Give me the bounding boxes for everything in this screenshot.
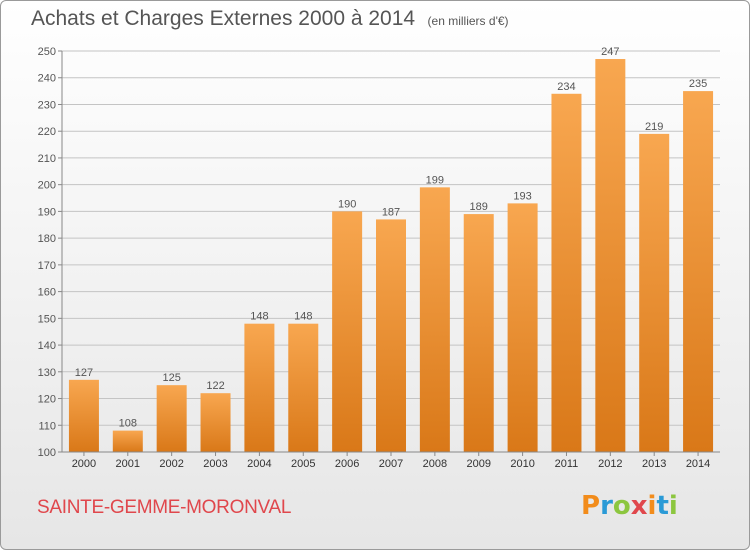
data-label: 190 bbox=[338, 198, 356, 210]
x-tick-label: 2007 bbox=[379, 458, 403, 470]
x-tick-label: 2006 bbox=[335, 458, 359, 470]
bar bbox=[200, 393, 231, 452]
x-tick-label: 2003 bbox=[203, 458, 227, 470]
x-tick-label: 2000 bbox=[72, 458, 96, 470]
axes bbox=[61, 51, 720, 453]
x-tick-label: 2012 bbox=[598, 458, 622, 470]
x-tick-label: 2009 bbox=[466, 458, 490, 470]
y-tick-label: 120 bbox=[38, 394, 56, 406]
bar bbox=[156, 385, 187, 452]
data-label: 193 bbox=[513, 190, 531, 202]
x-tick-label: 2013 bbox=[642, 458, 666, 470]
bar bbox=[244, 323, 275, 452]
bar bbox=[288, 323, 319, 452]
x-axis-ticks: 2000 2001 2002 2003 2004 2005 2006 2007 2008 2009… bbox=[72, 452, 710, 470]
logo-letter: P bbox=[581, 491, 601, 521]
bar bbox=[639, 133, 670, 452]
x-tick-label: 2001 bbox=[116, 458, 140, 470]
bar bbox=[683, 91, 714, 452]
data-label: 108 bbox=[119, 418, 137, 430]
bar bbox=[112, 430, 143, 452]
chart-title: Achats et Charges Externes 2000 à 2014 bbox=[31, 7, 416, 30]
y-tick-label: 190 bbox=[38, 206, 56, 218]
logo-letter: o bbox=[612, 491, 631, 521]
y-tick-label: 240 bbox=[38, 73, 56, 85]
bar bbox=[68, 379, 99, 452]
y-tick-label: 110 bbox=[38, 420, 56, 432]
data-label: 235 bbox=[689, 78, 707, 90]
logo-letter: x bbox=[630, 491, 648, 521]
x-tick-label: 2002 bbox=[159, 458, 183, 470]
y-tick-label: 160 bbox=[38, 287, 56, 299]
data-label: 148 bbox=[250, 311, 268, 323]
x-tick-label: 2011 bbox=[555, 458, 579, 470]
chart-unit: (en milliers d'€) bbox=[427, 14, 509, 28]
y-axis-ticks: 100 110 120 130 140 150 160 170 180 190 200 210 220 2… bbox=[38, 46, 62, 459]
bar bbox=[507, 203, 538, 452]
data-label: 148 bbox=[294, 311, 312, 323]
value-labels: 127 108 125 122 148 148 190 187 199 189 193 234 247 2… bbox=[75, 46, 707, 430]
logo-letter: r bbox=[600, 491, 613, 521]
x-tick-label: 2010 bbox=[510, 458, 534, 470]
x-tick-label: 2005 bbox=[291, 458, 315, 470]
bar bbox=[551, 93, 582, 453]
data-label: 234 bbox=[557, 81, 575, 93]
y-tick-label: 230 bbox=[38, 99, 56, 111]
x-tick-label: 2014 bbox=[686, 458, 710, 470]
y-tick-label: 170 bbox=[38, 260, 56, 272]
bar bbox=[419, 187, 450, 452]
x-tick-label: 2008 bbox=[423, 458, 447, 470]
y-tick-label: 210 bbox=[38, 153, 56, 165]
data-label: 219 bbox=[645, 121, 663, 133]
bar bbox=[595, 59, 626, 453]
bar bbox=[463, 214, 494, 452]
data-label: 127 bbox=[75, 367, 93, 379]
x-tick-label: 2004 bbox=[247, 458, 271, 470]
y-tick-label: 250 bbox=[38, 46, 56, 58]
y-tick-label: 220 bbox=[38, 126, 56, 138]
y-tick-label: 150 bbox=[38, 313, 56, 325]
logo-letter: i bbox=[668, 491, 678, 521]
y-tick-label: 130 bbox=[38, 367, 56, 379]
bars bbox=[68, 59, 714, 453]
data-label: 199 bbox=[426, 174, 444, 186]
y-tick-label: 100 bbox=[38, 447, 56, 459]
data-label: 122 bbox=[206, 380, 224, 392]
y-tick-label: 140 bbox=[38, 340, 56, 352]
proxiti-logo: Proxiti bbox=[581, 491, 678, 521]
y-tick-label: 180 bbox=[38, 233, 56, 245]
logo-letter: i bbox=[647, 491, 657, 521]
commune-name: SAINTE-GEMME-MORONVAL bbox=[37, 497, 292, 518]
y-tick-label: 200 bbox=[38, 180, 56, 192]
bar bbox=[332, 211, 363, 452]
data-label: 125 bbox=[162, 372, 180, 384]
data-label: 187 bbox=[382, 206, 400, 218]
bar bbox=[376, 219, 406, 452]
logo-letter: t bbox=[656, 491, 669, 521]
data-label: 189 bbox=[470, 201, 488, 213]
data-label: 247 bbox=[601, 46, 619, 58]
chart-title-row: Achats et Charges Externes 2000 à 2014 (… bbox=[31, 7, 509, 31]
